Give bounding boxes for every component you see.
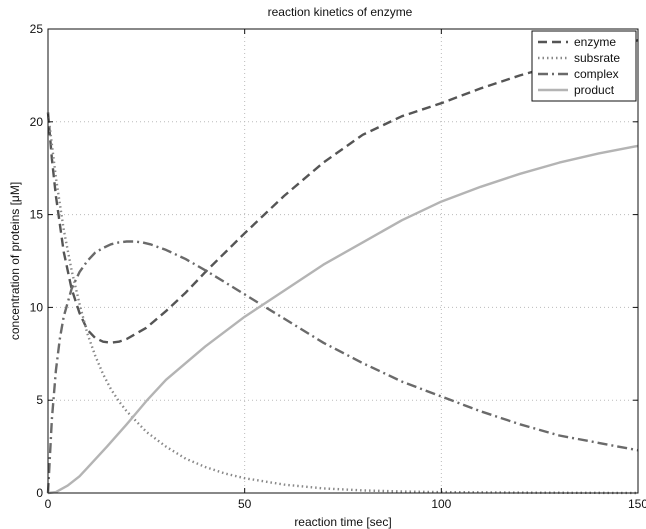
x-ticks: 0 50 100 150 <box>45 29 646 511</box>
y-tick-label: 10 <box>30 300 44 314</box>
series-line-subsrate <box>46 112 639 495</box>
legend: enzyme subsrate complex product <box>531 30 637 102</box>
legend-label-subsrate: subsrate <box>574 51 620 65</box>
legend-label-complex: complex <box>574 67 619 81</box>
grid <box>48 29 638 493</box>
legend-label-enzyme: enzyme <box>574 35 616 49</box>
x-axis-label: reaction time [sec] <box>294 515 391 529</box>
y-tick-label: 0 <box>36 486 43 500</box>
y-tick-label: 15 <box>30 208 44 222</box>
y-ticks: 0 5 10 15 20 25 <box>30 22 638 500</box>
y-axis-label: concentration of proteins [μM] <box>8 182 22 340</box>
x-tick-label: 50 <box>238 497 252 511</box>
y-tick-label: 20 <box>30 115 44 129</box>
x-tick-label: 100 <box>431 497 451 511</box>
series-line-complex <box>46 240 639 494</box>
series-line-enzyme <box>46 38 639 344</box>
y-tick-label: 5 <box>36 393 43 407</box>
series-group <box>46 38 639 495</box>
x-tick-label: 150 <box>628 497 646 511</box>
plot-frame <box>47 28 639 494</box>
y-tick-label: 25 <box>30 22 44 36</box>
series-line-product <box>47 144 639 495</box>
chart-title: reaction kinetics of enzyme <box>268 5 413 19</box>
legend-label-product: product <box>574 83 615 97</box>
x-tick-label: 0 <box>45 497 52 511</box>
